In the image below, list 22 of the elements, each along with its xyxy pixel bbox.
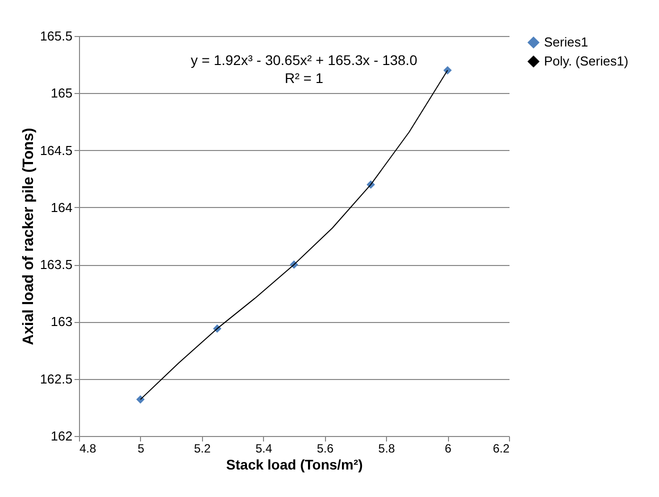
x-tick-label: 6.2	[492, 442, 510, 456]
y-tick-label: 162.5	[40, 371, 72, 386]
y-tick-label: 164.5	[40, 142, 72, 158]
x-tick-label: 6	[444, 442, 452, 456]
x-tick-label: 5.4	[255, 442, 272, 456]
annotation: R² = 1	[284, 70, 324, 86]
y-tick-label: 165	[50, 86, 72, 101]
x-tick-label: 5	[138, 442, 145, 456]
y-tick-label: 165.5	[40, 28, 72, 44]
legend-label: Poly. (Series1)	[544, 54, 628, 68]
y-axis-title: Axial load of racker pile (Tons)	[20, 128, 37, 346]
y-tick-label: 162	[50, 428, 72, 444]
x-tick-label: 4.8	[80, 442, 97, 456]
x-axis-title: Stack load (Tons/m²)	[226, 456, 363, 472]
x-tick-label: 5.6	[316, 442, 334, 456]
annotation: y = 1.92x³ - 30.65x² + 165.3x - 138.0	[190, 52, 418, 68]
y-tick-label: 163.5	[40, 257, 72, 272]
y-tick-label: 163	[50, 314, 72, 330]
x-tick-label: 5.8	[378, 442, 396, 456]
y-tick-label: 164	[50, 200, 72, 215]
legend-label: Series1	[544, 34, 588, 50]
x-tick-label: 5.2	[194, 442, 212, 456]
